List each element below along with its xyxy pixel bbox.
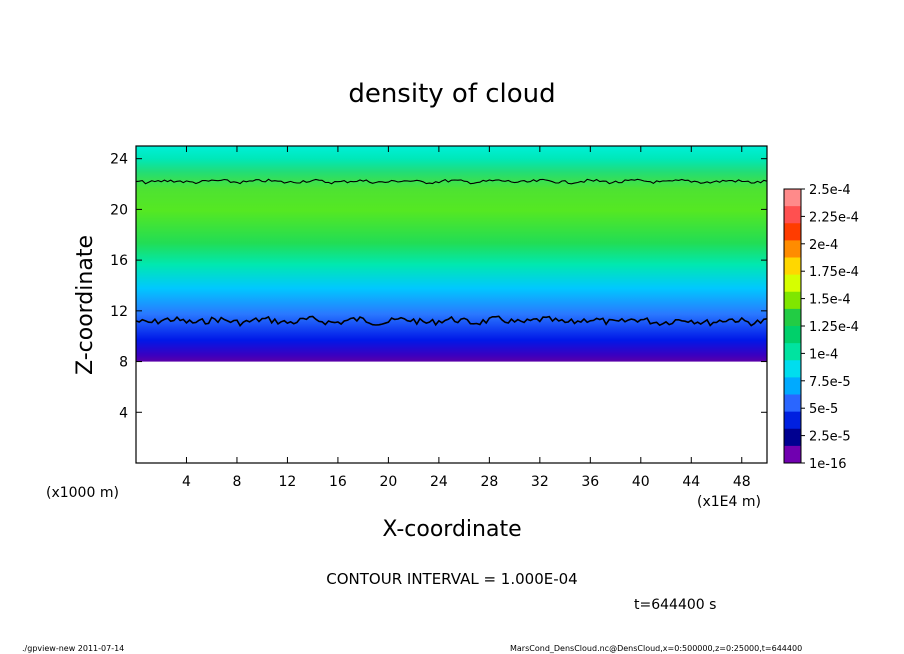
x-tick-label: 36 bbox=[581, 474, 599, 490]
contour-interval: CONTOUR INTERVAL = 1.000E-04 bbox=[326, 570, 577, 588]
colorbar-swatch bbox=[784, 360, 801, 378]
colorbar-label: 7.5e-5 bbox=[809, 375, 851, 390]
x-tick-label: 4 bbox=[182, 474, 191, 490]
y-tick-label: 16 bbox=[110, 253, 128, 269]
y-tick-label: 4 bbox=[119, 405, 128, 421]
colorbar-swatch bbox=[784, 377, 801, 396]
chart-title: density of cloud bbox=[348, 79, 555, 109]
colorbar-swatch bbox=[784, 274, 801, 293]
colorbar-label: 1.75e-4 bbox=[809, 265, 859, 280]
colorbar-swatch bbox=[784, 257, 801, 276]
x-tick-label: 32 bbox=[531, 474, 549, 490]
y-tick-label: 20 bbox=[110, 202, 128, 218]
colorbar-swatch bbox=[784, 445, 801, 464]
colorbar-swatch bbox=[784, 326, 801, 344]
x-tick-label: 44 bbox=[682, 474, 700, 490]
colorbar-label: 2.5e-5 bbox=[809, 430, 851, 445]
colorbar-label: 1.25e-4 bbox=[809, 320, 859, 335]
contour-lines bbox=[135, 178, 768, 328]
colorbar: 2.5e-4 2.25e-4 2e-4 1.75e-4 1.5e-4 1.25e-4 1e-… bbox=[783, 183, 859, 472]
y-axis-title: Z-coordinate bbox=[73, 235, 98, 375]
colorbar-label: 1.5e-4 bbox=[809, 293, 851, 308]
x-tick-label: 24 bbox=[430, 474, 448, 490]
x-tick-label: 48 bbox=[733, 474, 751, 490]
colorbar-label: 2e-4 bbox=[809, 238, 838, 253]
y-tick-label: 24 bbox=[110, 152, 128, 168]
colorbar-label: 1e-4 bbox=[809, 347, 838, 362]
x-tick-label: 16 bbox=[329, 474, 347, 490]
x-tick-label: 40 bbox=[632, 474, 650, 490]
plot-frame bbox=[135, 145, 768, 464]
x-tick-label: 20 bbox=[379, 474, 397, 490]
y-tick-label: 12 bbox=[110, 304, 128, 320]
footer-left: ./gpview-new 2011-07-14 bbox=[22, 644, 124, 653]
colorbar-label: 1e-16 bbox=[809, 457, 847, 472]
y-tick-label: 8 bbox=[119, 355, 128, 371]
colorbar-swatch bbox=[784, 411, 801, 430]
cloud-density-field bbox=[136, 146, 767, 362]
x-axis-ticks: 4 8 12 16 20 24 28 32 36 40 44 48 bbox=[182, 146, 751, 490]
footer-right: MarsCond_DensCloud.nc@DensCloud,x=0:5000… bbox=[510, 644, 802, 653]
colorbar-swatch bbox=[784, 223, 801, 241]
x-unit-label: (x1E4 m) bbox=[697, 494, 761, 510]
colorbar-label: 2.5e-4 bbox=[809, 183, 851, 198]
colorbar-swatch bbox=[784, 240, 801, 259]
colorbar-swatch bbox=[784, 189, 801, 207]
y-unit-label: (x1000 m) bbox=[46, 485, 119, 501]
colorbar-label: 2.25e-4 bbox=[809, 210, 859, 225]
colorbar-swatch bbox=[784, 291, 801, 310]
x-tick-label: 28 bbox=[480, 474, 498, 490]
colorbar-swatch bbox=[784, 394, 801, 413]
contour-line bbox=[135, 178, 768, 185]
colorbar-swatch bbox=[784, 428, 801, 447]
x-axis-title: X-coordinate bbox=[382, 517, 521, 542]
x-tick-label: 12 bbox=[279, 474, 297, 490]
colorbar-swatch bbox=[784, 308, 801, 327]
colorbar-label: 5e-5 bbox=[809, 402, 838, 417]
x-tick-label: 8 bbox=[232, 474, 241, 490]
colorbar-swatch bbox=[784, 206, 801, 224]
time-label: t=644400 s bbox=[634, 597, 716, 613]
y-axis-ticks: 4 8 12 16 20 24 bbox=[110, 152, 767, 421]
contour-line bbox=[135, 315, 768, 328]
colorbar-swatch bbox=[784, 343, 801, 361]
